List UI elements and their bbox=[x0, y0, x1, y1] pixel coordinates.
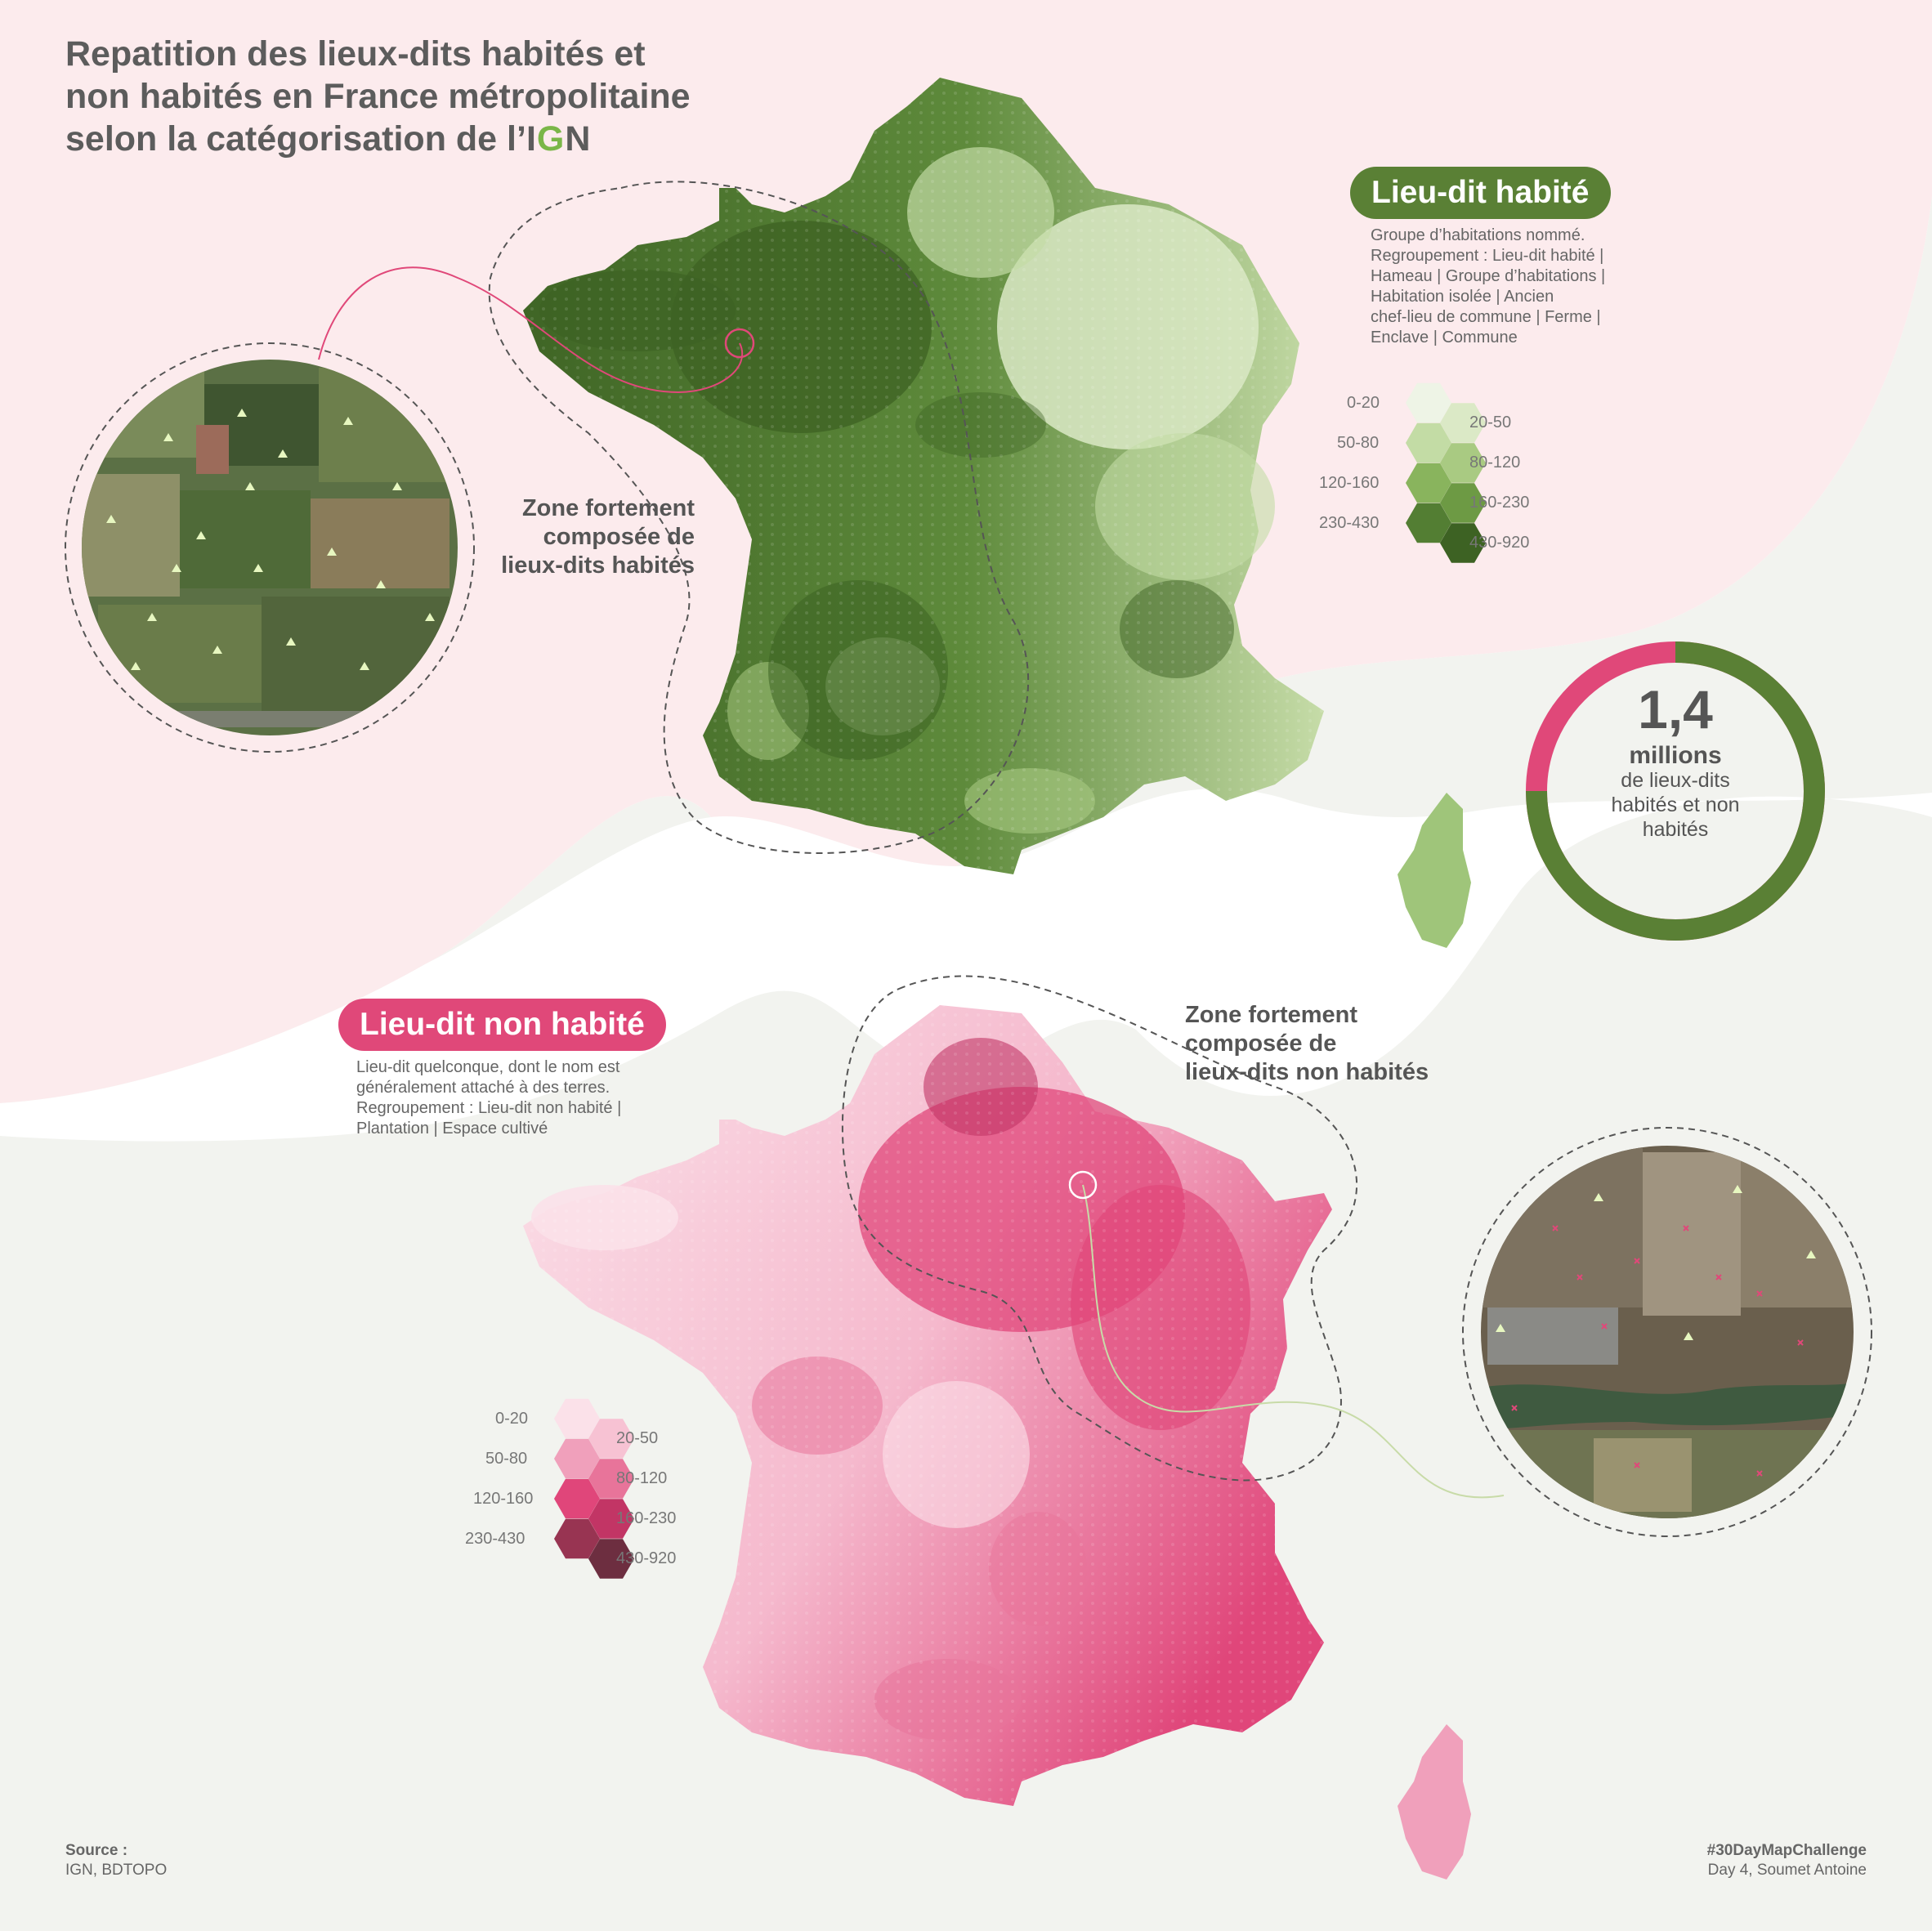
desc-non-habite-line: Regroupement : Lieu-dit non habité | bbox=[356, 1099, 622, 1117]
description-non-habite: Lieu-dit quelconque, dont le nom est gén… bbox=[356, 1057, 621, 1139]
total-caption: millions de lieux-dits habités et non ha… bbox=[1585, 744, 1765, 842]
zone-outline-non-habite bbox=[841, 975, 1357, 1482]
page-title: Repatition des lieux-dits habités et non… bbox=[65, 33, 691, 160]
legend-habite-label: 160-230 bbox=[1469, 494, 1530, 512]
legend-non-habite-label: 120-160 bbox=[473, 1490, 534, 1508]
legend-hex bbox=[588, 1539, 634, 1579]
legend-habite-label: 230-430 bbox=[1319, 514, 1380, 532]
source-label: Source : bbox=[65, 1842, 128, 1859]
legend-hex bbox=[554, 1478, 600, 1519]
legend-hex bbox=[1440, 483, 1486, 523]
map-non-habite bbox=[523, 1005, 1471, 1880]
desc-habite-line: chef-lieu de commune | Ferme | bbox=[1371, 308, 1601, 326]
legend-hex bbox=[588, 1459, 634, 1499]
legend-hex bbox=[1406, 503, 1451, 543]
desc-habite-line: Hameau | Groupe d’habitations | bbox=[1371, 267, 1606, 285]
legend-non-habite-label: 160-230 bbox=[616, 1509, 677, 1527]
zone-text-non-habite: Zone fortement composée de lieux-dits no… bbox=[1185, 1001, 1429, 1087]
label-habite: Lieu-dit habité bbox=[1350, 167, 1611, 219]
focus-ring-non-habite bbox=[1068, 1170, 1098, 1200]
zone-outline-habite bbox=[488, 181, 1030, 854]
corsica-non-habite bbox=[1398, 1724, 1471, 1880]
credit: #30DayMapChallenge Day 4, Soumet Antoine bbox=[1707, 1841, 1867, 1880]
total-line: habités et non bbox=[1611, 793, 1740, 816]
total-unit: millions bbox=[1629, 742, 1722, 769]
legend-hex bbox=[1406, 422, 1451, 463]
title-line-3-text: selon la catégorisation de l’ bbox=[65, 119, 526, 159]
title-line-2: non habités en France métropolitaine bbox=[65, 77, 691, 116]
ign-logo: IGN bbox=[525, 119, 592, 159]
desc-habite-line: Enclave | Commune bbox=[1371, 329, 1518, 346]
legend-habite-label: 50-80 bbox=[1337, 434, 1380, 452]
total-ring bbox=[1526, 641, 1825, 941]
zone-non-habite-line: composée de bbox=[1185, 1030, 1337, 1057]
legend-non-habite-swatches bbox=[554, 1398, 634, 1579]
connector-habite bbox=[318, 266, 744, 394]
legend-hex bbox=[1440, 443, 1486, 483]
description-habite: Groupe d’habitations nommé. Regroupement… bbox=[1371, 226, 1605, 348]
label-non-habite: Lieu-dit non habité bbox=[338, 999, 666, 1051]
desc-non-habite-line: Plantation | Espace cultivé bbox=[356, 1120, 548, 1138]
source-value: IGN, BDTOPO bbox=[65, 1862, 168, 1879]
legend-habite-swatches bbox=[1406, 382, 1486, 563]
zone-non-habite-line: lieux-dits non habités bbox=[1185, 1059, 1429, 1085]
title-line-1: Repatition des lieux-dits habités et bbox=[65, 34, 646, 74]
legend-non-habite-label: 20-50 bbox=[616, 1429, 659, 1447]
zone-non-habite-line: Zone fortement bbox=[1185, 1002, 1358, 1028]
zone-habite-line: lieux-dits habités bbox=[501, 552, 695, 579]
legend-non-habite-label: 230-430 bbox=[465, 1530, 525, 1548]
legend-non-habite-label: 80-120 bbox=[616, 1469, 668, 1487]
total-value: 1,4 bbox=[1638, 679, 1713, 740]
zone-habite-line: Zone fortement bbox=[521, 495, 695, 521]
map-habite bbox=[523, 78, 1471, 948]
ring-segment-habite bbox=[1526, 641, 1825, 941]
legend-non-habite-label: 430-920 bbox=[616, 1549, 677, 1567]
legend-hex bbox=[1440, 523, 1486, 563]
legend-hex bbox=[554, 1398, 600, 1439]
desc-habite-line: Groupe d’habitations nommé. bbox=[1371, 226, 1585, 244]
credit-author: Day 4, Soumet Antoine bbox=[1707, 1862, 1867, 1879]
desc-non-habite-line: Lieu-dit quelconque, dont le nom est bbox=[356, 1058, 620, 1076]
focus-ring-habite bbox=[724, 328, 755, 359]
zone-habite-line: composée de bbox=[543, 524, 695, 550]
desc-habite-line: Regroupement : Lieu-dit habité | bbox=[1371, 247, 1604, 265]
zone-text-habite: Zone fortement composée de lieux-dits ha… bbox=[490, 494, 695, 580]
legend-non-habite-label: 0-20 bbox=[495, 1410, 529, 1428]
legend-hex bbox=[1406, 382, 1451, 423]
legend-hex bbox=[554, 1438, 600, 1479]
legend-hex bbox=[1406, 463, 1451, 503]
legend-habite-label: 0-20 bbox=[1347, 394, 1380, 412]
total-line: habités bbox=[1642, 818, 1709, 841]
source: Source : IGN, BDTOPO bbox=[65, 1841, 167, 1880]
legend-hex bbox=[554, 1518, 600, 1559]
connector-non-habite bbox=[1082, 1184, 1505, 1499]
legend-habite-label: 80-120 bbox=[1469, 454, 1521, 472]
desc-habite-line: Habitation isolée | Ancien bbox=[1371, 288, 1554, 306]
legend-hex bbox=[1440, 403, 1486, 443]
legend-habite-label: 430-920 bbox=[1469, 534, 1530, 552]
aerial-photo-habite bbox=[65, 342, 475, 753]
total-line: de lieux-dits bbox=[1621, 769, 1730, 792]
credit-tag: #30DayMapChallenge bbox=[1706, 1842, 1867, 1859]
title-line-3: selon la catégorisation de l’IGN bbox=[65, 118, 691, 160]
legend-hex bbox=[588, 1499, 634, 1539]
corsica-habite bbox=[1398, 793, 1471, 948]
legend-hex bbox=[588, 1419, 634, 1459]
desc-non-habite-line: généralement attaché à des terres. bbox=[356, 1079, 610, 1097]
legend-habite-label: 120-160 bbox=[1319, 474, 1380, 492]
legend-habite-label: 20-50 bbox=[1469, 413, 1512, 431]
aerial-photo-non-habite bbox=[1462, 1127, 1872, 1537]
legend-non-habite-label: 50-80 bbox=[485, 1450, 528, 1468]
